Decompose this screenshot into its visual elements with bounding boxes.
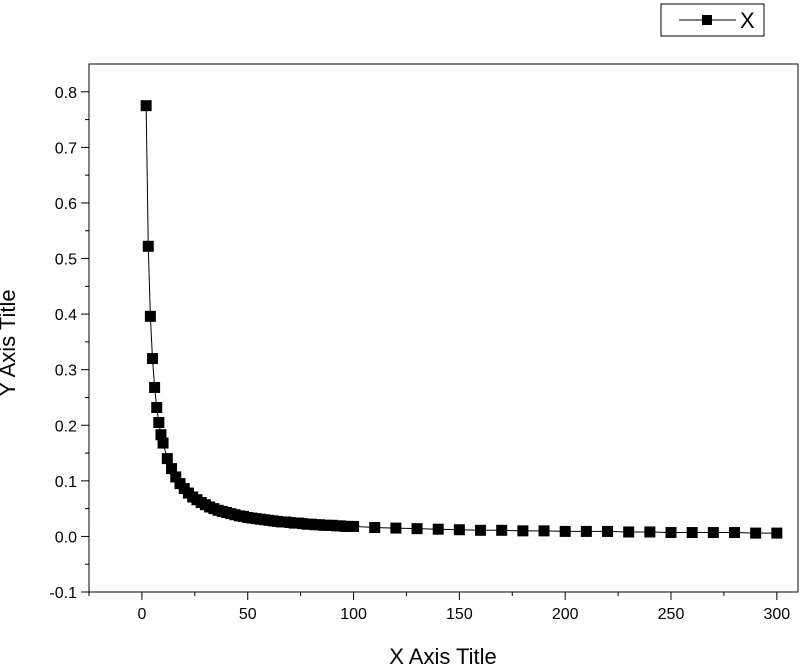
data-point [580,525,592,537]
x-tick-label: 300 [763,606,790,623]
data-point [153,416,165,428]
data-point [151,401,163,413]
data-point [390,522,402,534]
x-tick-label: 150 [446,606,473,623]
data-point [644,526,656,538]
y-tick-label: 0.6 [55,196,77,213]
data-point [149,381,161,393]
data-point [140,100,152,112]
data-point [142,240,154,252]
data-point [161,453,173,465]
x-tick-label: 0 [137,606,146,623]
y-tick-label: -0.1 [49,585,77,602]
data-point [411,523,423,535]
data-point [144,310,156,322]
plot-frame [88,63,799,593]
data-point [559,525,571,537]
data-point [517,525,529,537]
y-tick-label: 0.7 [55,140,77,157]
data-point [166,463,178,475]
data-point [155,429,167,441]
data-point [496,524,508,536]
data-point [729,527,741,539]
y-axis-title: Y Axis Title [0,289,20,396]
data-point [623,526,635,538]
data-point [602,525,614,537]
x-tick-label: 100 [340,606,367,623]
data-point [750,527,762,539]
y-tick-label: 0.8 [55,85,77,102]
y-tick-label: 0.2 [55,418,77,435]
legend-marker-square [702,15,712,25]
axis-ticks: 0 50 100 150 200 250 300 -0.1 0.0 0.1 0.2 0.3 0.4 0.5… [49,85,790,623]
data-point [453,524,465,536]
data-point [771,527,783,539]
x-tick-label: 50 [239,606,257,623]
legend-label-series: X [740,8,755,33]
data-point [170,471,182,483]
x-tick-label: 200 [552,606,579,623]
y-tick-label: 0.3 [55,363,77,380]
y-tick-label: 0.4 [55,307,77,324]
data-point [475,524,487,536]
y-tick-label: 0.5 [55,252,77,269]
y-tick-label: 0.1 [55,474,77,491]
data-point [665,527,677,539]
data-point [432,523,444,535]
data-point [146,353,158,365]
legend: X [660,3,765,37]
data-point [707,527,719,539]
data-point [348,520,360,532]
data-point [369,522,381,534]
y-tick-label: 0.0 [55,529,77,546]
data-point [686,527,698,539]
data-point [157,437,169,449]
x-tick-label: 250 [658,606,685,623]
x-axis-title: X Axis Title [389,644,497,666]
data-series [140,100,783,539]
data-point [538,525,550,537]
